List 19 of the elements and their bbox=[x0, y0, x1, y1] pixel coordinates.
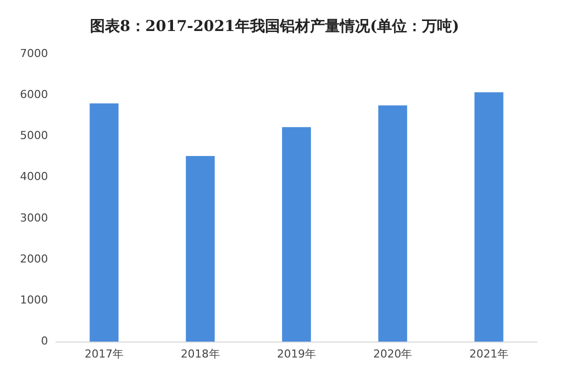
y-tick-label: 6000 bbox=[20, 88, 48, 101]
y-tick-label: 1000 bbox=[20, 294, 48, 307]
x-tick-label: 2019年 bbox=[276, 347, 316, 360]
chart-title: 图表8：2017-2021年我国铝材产量情况(单位：万吨) bbox=[90, 16, 460, 35]
bar bbox=[474, 92, 504, 342]
x-tick-label: 2020年 bbox=[373, 347, 412, 360]
y-tick-label: 3000 bbox=[20, 211, 48, 224]
x-tick-label: 2021年 bbox=[469, 347, 508, 360]
y-tick-label: 7000 bbox=[20, 46, 48, 60]
bar bbox=[90, 103, 119, 342]
y-tick-label: 5000 bbox=[20, 129, 48, 142]
bar bbox=[186, 156, 215, 342]
bar bbox=[282, 127, 311, 342]
x-tick-label: 2018年 bbox=[180, 347, 220, 360]
y-tick-label: 2000 bbox=[20, 252, 48, 266]
bar bbox=[378, 105, 408, 342]
y-tick-label: 4000 bbox=[20, 170, 48, 184]
y-tick-label: 0 bbox=[40, 334, 48, 348]
x-tick-label: 2017年 bbox=[84, 347, 124, 360]
